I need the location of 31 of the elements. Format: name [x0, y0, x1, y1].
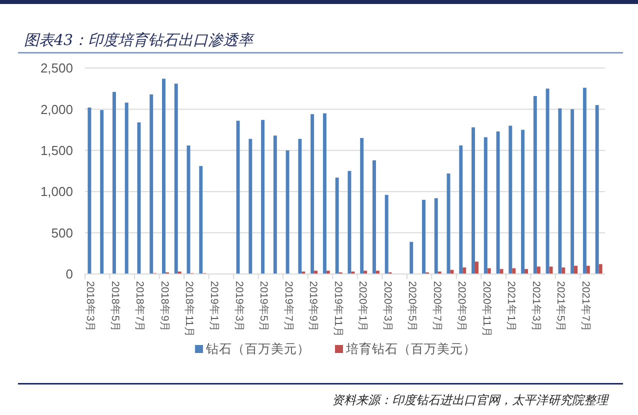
y-tick-label: 0: [66, 266, 73, 282]
x-tick-label: 2019年3月: [232, 281, 245, 332]
x-tick-label: 2020年3月: [381, 281, 394, 332]
x-tick-label: 2018年5月: [108, 281, 121, 332]
y-tick-label: 1,000: [40, 184, 73, 200]
x-tick-label: 2018年9月: [158, 281, 170, 332]
x-tick-label: 2019年1月: [208, 281, 220, 332]
chart-title: 图表43：印度培育钻石出口渗透率: [24, 31, 256, 49]
y-tick-label: 2,000: [40, 102, 73, 117]
y-tick-label: 2,500: [40, 60, 73, 76]
x-tick-label: 2018年3月: [84, 281, 96, 332]
x-tick-label: 2020年7月: [430, 281, 443, 332]
x-tick-label: 2019年11月: [332, 281, 344, 338]
x-tick-label: 2020年9月: [456, 281, 468, 332]
x-tick-label: 2020年1月: [356, 281, 369, 332]
x-tick-label: 2021年3月: [530, 281, 542, 332]
x-tick-label: 2019年9月: [307, 281, 320, 332]
text: 资料来源：印度钻石进出口官网，太平洋研究院整理: [332, 393, 610, 407]
y-tick-label: 500: [51, 225, 73, 240]
x-tick-label: 2019年7月: [282, 281, 294, 332]
legend-label: 培育钻石（百万美元）: [345, 341, 476, 356]
x-tick-label: 2018年7月: [134, 281, 146, 332]
x-tick-label: 2021年7月: [579, 281, 592, 332]
x-tick-label: 2018年11月: [183, 281, 196, 338]
legend-label: 钻石（百万美元）: [205, 341, 310, 356]
x-tick-label: 2020年5月: [406, 281, 418, 332]
x-tick-label: 2020年11月: [480, 281, 492, 338]
x-tick-label: 2021年1月: [505, 281, 518, 332]
x-tick-label: 2021年5月: [554, 281, 567, 332]
y-tick-label: 1,500: [40, 142, 73, 158]
x-tick-label: 2019年5月: [258, 281, 270, 332]
